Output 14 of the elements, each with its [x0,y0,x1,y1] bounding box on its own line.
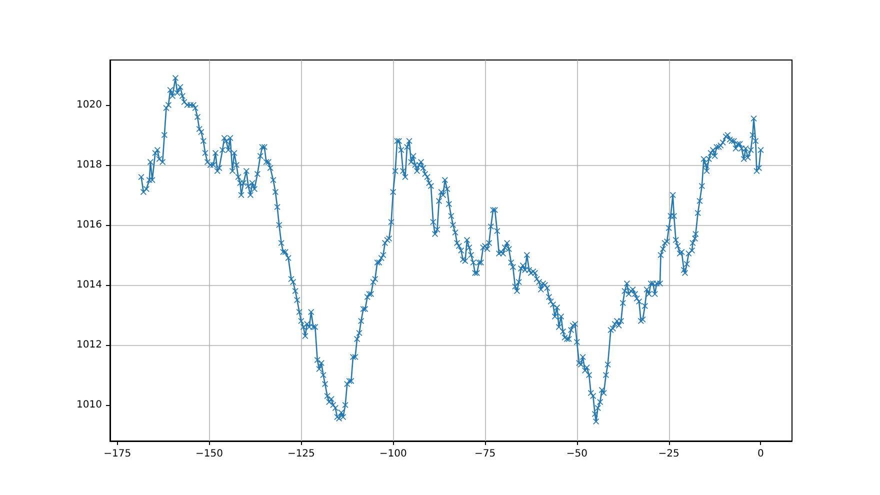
x-tick-label: 0 [758,448,764,460]
x-tick-label: −125 [287,448,315,460]
x-tick-label: −50 [566,448,588,460]
x-tick-label: −25 [658,448,680,460]
y-tick-label: 1018 [76,160,102,170]
x-tick-label: −75 [474,448,496,460]
x-tick-label: −150 [196,448,223,460]
y-tick-label: 1016 [76,220,102,230]
y-tick-label: 1010 [76,400,102,410]
x-tick-label: −100 [379,448,407,460]
y-tick-label: 1012 [76,340,102,350]
y-tick-label: 1014 [76,280,102,290]
y-tick-label: 1020 [76,100,102,110]
x-tick-label: −175 [104,448,132,460]
